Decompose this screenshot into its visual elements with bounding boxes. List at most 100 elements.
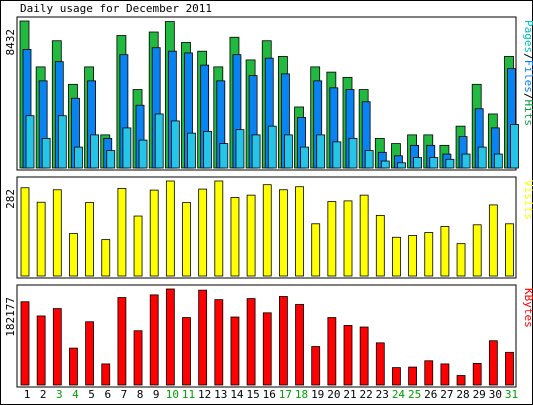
bar-pages-day-19 [316, 134, 326, 169]
bar-pages-day-12 [203, 130, 213, 169]
x-tick-day-20: 20 [327, 388, 340, 401]
bar-visits-day-28 [456, 243, 466, 277]
bar-kbytes-day-6 [101, 363, 111, 386]
x-tick-day-7: 7 [121, 388, 128, 401]
bar-visits-day-20 [327, 201, 337, 277]
bar-pages-day-23 [380, 160, 390, 169]
panel-hits-files-pages-max-label: 8432 [4, 29, 17, 56]
bar-visits-day-14 [230, 197, 240, 277]
bar-visits-day-15 [246, 194, 256, 277]
x-tick-day-14: 14 [230, 388, 244, 401]
panel-kbytes-border [16, 284, 517, 388]
bar-visits-day-19 [311, 223, 321, 277]
bar-visits-day-7 [117, 188, 127, 277]
bar-pages-day-10 [170, 120, 180, 169]
x-tick-day-25: 25 [408, 388, 421, 401]
x-tick-day-11: 11 [182, 388, 195, 401]
bar-pages-day-5 [90, 134, 99, 169]
bar-kbytes-day-22 [359, 326, 369, 386]
bar-kbytes-day-26 [424, 360, 434, 386]
bar-kbytes-day-25 [408, 366, 418, 386]
bar-pages-day-7 [122, 127, 132, 169]
bar-visits-day-2 [36, 201, 46, 277]
x-tick-day-22: 22 [360, 388, 373, 401]
bar-pages-day-30 [493, 153, 503, 169]
bar-pages-day-21 [348, 137, 358, 169]
x-tick-day-31: 31 [505, 388, 518, 401]
bar-pages-day-15 [251, 134, 261, 169]
bar-kbytes-day-2 [36, 315, 46, 386]
x-tick-day-10: 10 [166, 388, 179, 401]
x-tick-day-19: 19 [311, 388, 324, 401]
bar-kbytes-day-19 [311, 346, 321, 386]
bar-kbytes-day-11 [182, 317, 191, 386]
bar-pages-day-3 [57, 115, 67, 169]
x-tick-day-16: 16 [263, 388, 276, 401]
chart-title: Daily usage for December 2011 [20, 2, 213, 15]
bar-visits-day-24 [392, 236, 401, 277]
x-tick-day-2: 2 [40, 388, 47, 401]
bar-visits-day-16 [262, 184, 272, 277]
legend-kbytes: KBytes [522, 288, 533, 328]
x-tick-day-13: 13 [214, 388, 227, 401]
legend-separator: / [522, 53, 533, 60]
bar-kbytes-day-15 [246, 298, 256, 386]
bar-kbytes-day-18 [295, 303, 304, 386]
bar-pages-day-22 [364, 150, 374, 169]
bar-kbytes-day-28 [456, 375, 466, 386]
bar-pages-day-16 [267, 125, 277, 169]
panel-hits-files-pages-legend: Pages/Files/Hits [522, 20, 533, 126]
bar-kbytes-day-29 [472, 362, 482, 386]
bar-kbytes-day-1 [20, 301, 30, 386]
x-tick-day-27: 27 [440, 388, 453, 401]
legend-visits: Visits [522, 180, 533, 220]
bar-pages-day-25 [413, 157, 423, 169]
bar-pages-day-31 [510, 124, 519, 169]
x-tick-day-15: 15 [246, 388, 259, 401]
bar-kbytes-day-17 [278, 296, 288, 386]
bar-visits-day-22 [359, 194, 369, 277]
bar-kbytes-day-8 [133, 330, 143, 386]
bar-pages-day-4 [74, 146, 83, 169]
bar-kbytes-day-5 [85, 321, 94, 386]
bar-kbytes-day-3 [52, 308, 62, 386]
bar-visits-day-4 [69, 233, 78, 277]
bar-visits-day-29 [472, 224, 482, 277]
bar-visits-day-5 [85, 202, 94, 277]
x-tick-day-5: 5 [88, 388, 95, 401]
bar-visits-day-30 [488, 204, 498, 277]
bar-visits-day-21 [343, 200, 353, 277]
bar-kbytes-day-14 [230, 316, 240, 386]
bar-kbytes-day-7 [117, 297, 127, 386]
bar-kbytes-day-13 [214, 299, 224, 386]
x-tick-day-3: 3 [56, 388, 63, 401]
x-tick-day-9: 9 [153, 388, 160, 401]
bar-pages-day-27 [445, 158, 455, 169]
bar-kbytes-day-10 [165, 288, 175, 386]
x-tick-day-26: 26 [424, 388, 437, 401]
bar-kbytes-day-16 [262, 312, 272, 386]
bar-kbytes-day-12 [198, 289, 208, 386]
bar-visits-day-27 [440, 226, 450, 277]
x-tick-day-30: 30 [489, 388, 502, 401]
bar-visits-day-31 [505, 223, 514, 277]
bar-visits-day-23 [375, 214, 385, 277]
bar-pages-day-28 [461, 153, 471, 169]
bar-pages-day-29 [477, 146, 487, 169]
bar-kbytes-day-24 [392, 367, 401, 386]
bar-visits-day-12 [198, 188, 208, 277]
bar-visits-day-8 [133, 215, 143, 277]
legend-pages: Pages [522, 20, 533, 53]
bar-kbytes-day-23 [375, 342, 385, 386]
legend-hits: Hits [522, 100, 533, 127]
bar-pages-day-20 [332, 141, 342, 169]
x-tick-day-17: 17 [279, 388, 292, 401]
panel-visits-border [16, 176, 517, 279]
x-tick-day-12: 12 [198, 388, 211, 401]
bar-kbytes-day-20 [327, 317, 337, 386]
bar-pages-day-17 [283, 134, 293, 169]
panel-kbytes-max-label: 182177 [4, 297, 17, 337]
x-tick-day-4: 4 [72, 388, 79, 401]
panel-visits-max-label: 282 [4, 189, 17, 209]
